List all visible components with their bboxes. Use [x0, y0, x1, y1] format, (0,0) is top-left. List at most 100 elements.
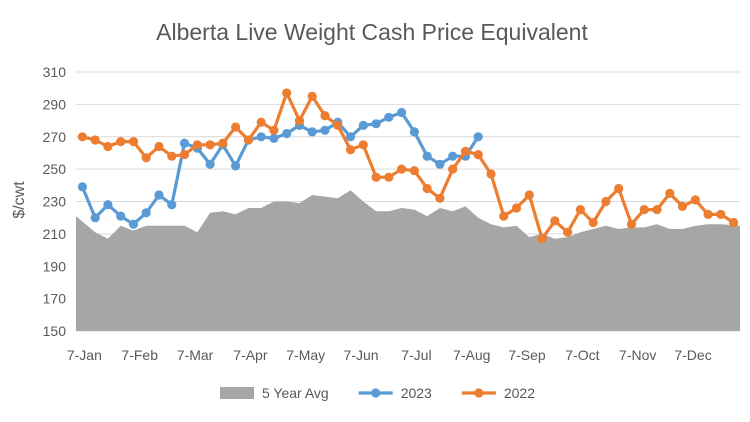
legend-swatch: [220, 387, 254, 399]
y-tick-label: 210: [43, 226, 67, 242]
legend-marker: [474, 388, 484, 398]
point-2022: [652, 205, 662, 215]
point-2023: [90, 213, 100, 223]
point-2023: [179, 138, 190, 148]
point-2022: [448, 164, 458, 174]
legend: 5 Year Avg 2023 2022: [220, 385, 535, 401]
point-2023: [358, 120, 368, 130]
x-tick-label: 7-Jun: [344, 347, 379, 363]
point-2022: [499, 211, 509, 221]
point-2022: [626, 219, 637, 229]
point-2022: [269, 125, 279, 135]
point-2022: [384, 172, 394, 182]
line-series-layer: [77, 88, 739, 244]
point-2023: [371, 119, 381, 129]
y-tick-label: 310: [43, 64, 67, 80]
point-2022: [614, 183, 624, 194]
point-2022: [729, 217, 739, 228]
point-2022: [639, 205, 649, 215]
x-tick-label: 7-Jan: [67, 347, 102, 363]
point-2022: [116, 137, 126, 147]
y-tick-label: 250: [43, 161, 67, 177]
point-2022: [320, 111, 330, 121]
point-2022: [307, 91, 317, 101]
legend-item-2022: 2022: [461, 385, 535, 401]
legend-item-5-year-avg: 5 Year Avg: [220, 385, 329, 401]
point-2022: [282, 88, 292, 98]
point-2023: [345, 132, 356, 142]
point-2022: [192, 140, 202, 150]
legend-label: 2023: [401, 385, 432, 401]
y-tick-label: 270: [43, 129, 67, 145]
x-tick-label: 7-Jul: [401, 347, 431, 363]
point-2022: [205, 140, 215, 150]
point-2022: [333, 120, 343, 130]
point-2022: [77, 132, 87, 142]
area-series-layer: [76, 190, 740, 331]
point-2023: [77, 182, 87, 192]
point-2023: [397, 107, 407, 118]
y-axis-title: $/cwt: [11, 181, 28, 219]
point-2022: [128, 137, 139, 147]
point-2022: [294, 116, 305, 126]
point-2022: [524, 190, 534, 200]
point-2022: [486, 169, 496, 179]
legend-item-2023: 2023: [358, 385, 432, 401]
legend-marker: [371, 388, 381, 398]
point-2022: [154, 141, 164, 152]
point-2022: [716, 209, 726, 219]
point-2023: [269, 133, 279, 143]
point-2023: [167, 200, 177, 210]
point-2023: [141, 208, 151, 218]
point-2022: [677, 201, 688, 211]
point-2022: [588, 217, 598, 228]
x-tick-label: 7-Dec: [674, 347, 711, 363]
x-tick-label: 7-Sep: [508, 347, 546, 363]
point-2023: [307, 127, 317, 137]
point-2022: [243, 135, 253, 145]
x-tick-labels: 7-Jan 7-Feb 7-Mar 7-Apr 7-May 7-Jun 7-Jul 7-Aug…: [67, 347, 712, 363]
point-2023: [282, 128, 292, 139]
point-2022: [345, 145, 356, 155]
x-tick-label: 7-Oct: [565, 347, 599, 363]
point-2023: [320, 125, 330, 135]
point-2022: [550, 216, 560, 226]
point-2023: [409, 127, 419, 137]
point-2022: [167, 151, 177, 161]
point-2023: [103, 200, 113, 210]
point-2022: [371, 172, 381, 182]
y-tick-label: 230: [43, 194, 67, 210]
y-tick-label: 150: [43, 323, 67, 339]
x-tick-label: 7-May: [286, 347, 325, 363]
y-tick-label: 190: [43, 258, 67, 274]
point-2022: [231, 122, 241, 132]
point-2022: [218, 138, 228, 148]
point-2022: [665, 188, 675, 198]
legend-label: 2022: [504, 385, 535, 401]
point-2022: [703, 209, 713, 219]
point-2022: [511, 203, 522, 213]
point-2022: [409, 166, 419, 176]
x-tick-label: 7-Mar: [177, 347, 214, 363]
x-tick-label: 7-Nov: [619, 347, 656, 363]
point-2022: [358, 140, 368, 150]
point-2023: [116, 211, 126, 221]
point-2022: [563, 227, 573, 237]
point-2023: [422, 151, 432, 161]
point-2022: [90, 135, 100, 145]
point-2023: [205, 159, 215, 169]
point-2022: [435, 193, 445, 203]
point-2022: [103, 141, 113, 152]
point-2023: [448, 151, 458, 161]
area-5-year-avg: [76, 190, 740, 331]
point-2022: [473, 150, 483, 160]
point-2023: [231, 161, 241, 171]
y-tick-label: 290: [43, 96, 67, 112]
point-2022: [601, 196, 611, 207]
point-2023: [473, 132, 483, 142]
chart-title: Alberta Live Weight Cash Price Equivalen…: [156, 19, 588, 45]
line-2022: [82, 91, 735, 241]
y-tick-label: 170: [43, 291, 67, 307]
point-2022: [690, 195, 700, 205]
